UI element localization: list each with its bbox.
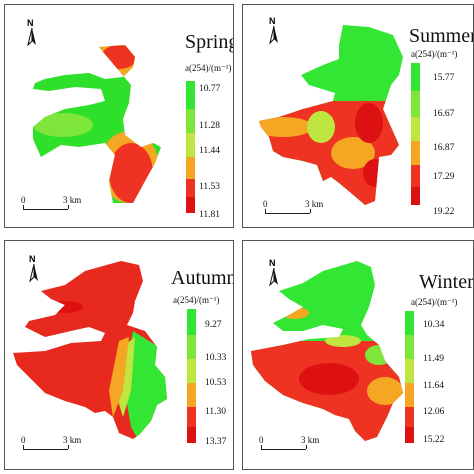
legend-value: 19.22 (433, 207, 455, 217)
map-panel-autumn: N Autumn a(254)/(m⁻¹) 9.27 10.33 10.53 1… (4, 240, 234, 470)
legend-value: 17.29 (433, 172, 455, 182)
scale-bar: 0 3 km (19, 195, 81, 213)
legend-bar (405, 311, 414, 443)
map-panel-winter: N Winter a(254)/(m⁻¹) 10.34 11.49 11.64 … (242, 240, 474, 470)
legend-value: 16.67 (433, 109, 455, 119)
legend-value: 11.44 (199, 146, 221, 156)
scale-bar: 0 3 km (19, 435, 81, 453)
legend-value: 16.87 (433, 143, 455, 153)
legend-value: 11.30 (205, 407, 227, 417)
legend-value: 10.34 (423, 320, 445, 330)
legend-value: 10.77 (199, 84, 221, 94)
summer-map (259, 25, 403, 205)
autumn-map (13, 261, 167, 439)
scale-bar: 0 3 km (261, 199, 323, 217)
legend-value: 15.22 (423, 435, 445, 445)
legend-value: 12.06 (423, 407, 445, 417)
legend-value: 11.49 (423, 354, 445, 364)
scale-bar: 0 3 km (257, 435, 319, 453)
legend-value: 10.53 (205, 378, 227, 388)
winter-map (251, 261, 403, 441)
legend-value: 13.37 (205, 437, 227, 447)
north-arrow-icon: N (25, 254, 43, 285)
legend-value: 11.53 (199, 182, 221, 192)
north-arrow-icon: N (265, 16, 283, 47)
unit-label: a(254)/(m⁻¹) (411, 297, 458, 307)
map-panel-summer: N Summer a(254)/(m⁻¹) 15.77 16.67 16.87 … (242, 4, 474, 228)
legend-value: 10.33 (205, 353, 227, 363)
legend-value: 11.64 (423, 381, 445, 391)
season-title-winter: Winter (419, 271, 474, 293)
legend-value: 9.27 (205, 320, 222, 330)
unit-label: a(254)/(m⁻¹) (173, 295, 220, 305)
season-title-autumn: Autumn (171, 267, 234, 289)
legend-bar (411, 63, 420, 205)
unit-label: a(254)/(m⁻¹) (185, 63, 232, 73)
legend-value: 15.77 (433, 73, 455, 83)
north-arrow-icon: N (265, 258, 283, 289)
season-title-summer: Summer (409, 25, 474, 47)
map-panel-spring: N Spring a(254)/(m⁻¹) 10.77 11.28 11.44 … (4, 4, 234, 228)
legend-value: 11.28 (199, 121, 221, 131)
spring-map (33, 45, 161, 203)
legend-value: 11.81 (199, 210, 221, 220)
north-arrow-icon: N (23, 18, 41, 49)
legend-bar (187, 309, 196, 443)
season-title-spring: Spring (185, 31, 234, 53)
legend-bar (186, 81, 195, 213)
unit-label: a(254)/(m⁻¹) (411, 49, 458, 59)
